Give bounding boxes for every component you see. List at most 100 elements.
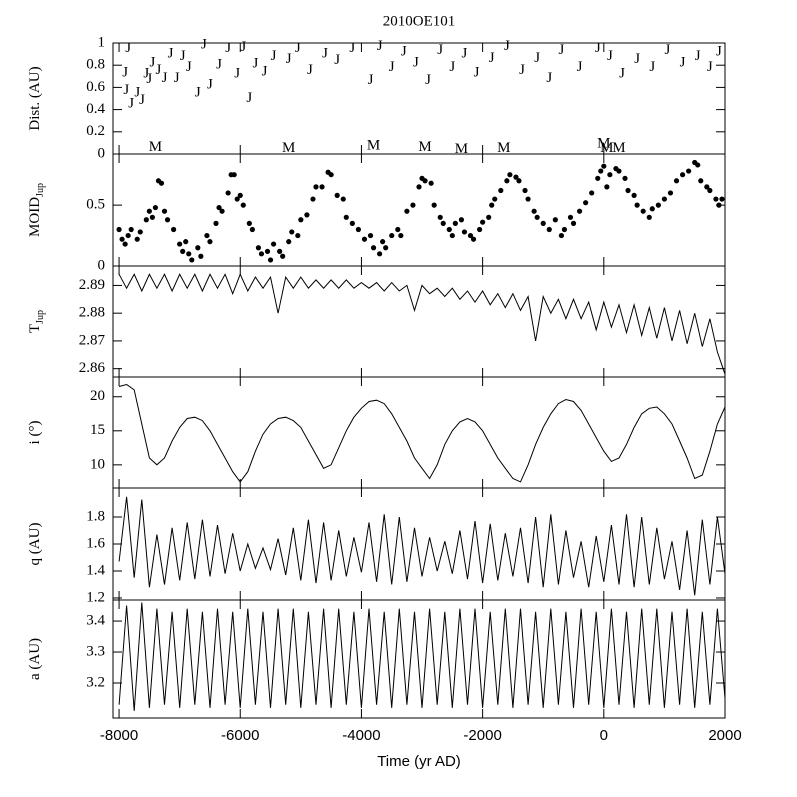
dot-marker	[240, 202, 246, 208]
dot-marker	[277, 248, 283, 254]
dot-marker	[525, 196, 531, 202]
letter-marker: J	[207, 77, 213, 93]
y-tick-label: 1.6	[86, 535, 105, 551]
dot-marker	[452, 220, 458, 226]
dot-marker	[649, 206, 655, 212]
dot-marker	[377, 251, 383, 257]
y-tick-label: 3.2	[86, 674, 105, 690]
dot-marker	[583, 200, 589, 206]
dot-marker	[498, 187, 504, 194]
letter-marker: J	[519, 62, 525, 78]
dot-marker	[298, 217, 304, 223]
dot-marker	[567, 214, 574, 220]
panel-frame	[112, 265, 726, 378]
letter-marker: J	[201, 37, 207, 53]
dot-marker	[616, 168, 622, 174]
dot-marker	[289, 229, 295, 235]
letter-marker: J	[619, 66, 625, 82]
letter-marker: J	[174, 70, 180, 86]
y-tick-label: 0.2	[86, 123, 105, 139]
y-tick-label: 0	[98, 145, 106, 161]
y-tick-label: 20	[90, 388, 105, 404]
dot-marker	[540, 220, 546, 226]
dot-marker	[328, 172, 334, 178]
dot-marker	[558, 232, 564, 239]
letter-marker: J	[449, 59, 455, 75]
dot-marker	[349, 220, 355, 226]
dot-marker	[446, 226, 452, 233]
letter-marker: J	[128, 95, 134, 111]
y-axis-label-main: MOID	[27, 197, 43, 237]
letter-marker: J	[707, 59, 713, 75]
dot-marker	[698, 178, 704, 184]
dot-marker	[398, 232, 404, 239]
y-tick-label: 0.8	[86, 57, 105, 73]
dot-marker	[431, 202, 437, 208]
letter-marker: J	[286, 51, 292, 67]
dot-marker	[143, 217, 149, 223]
letter-marker: J	[649, 59, 655, 75]
letter-marker: J	[240, 39, 246, 55]
letter-marker: J	[168, 46, 174, 62]
y-axis-label-sub: Jup	[35, 310, 46, 324]
x-tick-label: -8000	[100, 727, 138, 744]
letter-marker: J	[368, 72, 374, 88]
dot-marker	[264, 248, 271, 254]
dot-marker	[634, 202, 640, 208]
dot-marker	[389, 232, 395, 239]
letter-marker: M	[497, 140, 510, 156]
y-axis-label-sub: Jup	[35, 183, 46, 197]
y-axis-label-main: i (°)	[27, 421, 43, 445]
dot-marker	[640, 208, 646, 214]
dot-marker	[576, 208, 583, 214]
dot-marker	[125, 232, 131, 239]
y-axis-label: i (°)	[27, 421, 43, 445]
letter-marker: J	[123, 82, 129, 98]
dot-marker	[258, 251, 265, 257]
x-tick-label: 2000	[708, 727, 741, 744]
dot-marker	[170, 226, 177, 233]
letter-marker: J	[634, 51, 640, 67]
letter-marker: M	[282, 140, 295, 156]
letter-marker: J	[389, 59, 395, 75]
letter-marker: J	[474, 64, 480, 80]
dot-marker	[146, 208, 152, 214]
letter-marker: M	[600, 140, 613, 156]
dot-marker	[134, 236, 140, 242]
y-tick-label: 0.6	[86, 79, 105, 95]
dot-marker	[313, 184, 319, 190]
dot-marker	[716, 202, 722, 208]
y-tick-label: 2.86	[79, 360, 106, 376]
letter-marker: J	[680, 54, 686, 70]
x-tick-label: 0	[600, 727, 608, 744]
data-line	[118, 602, 726, 711]
x-tick-label: -6000	[221, 727, 259, 744]
y-axis-label: TJup	[27, 310, 46, 333]
dot-marker	[180, 248, 186, 254]
y-tick-label: 10	[90, 456, 105, 472]
letter-marker: J	[225, 40, 231, 56]
data-line	[118, 273, 726, 375]
dot-marker	[383, 245, 389, 251]
dot-marker	[428, 180, 434, 186]
y-axis-label-main: T	[27, 324, 43, 333]
dot-marker	[183, 239, 189, 245]
dot-marker	[343, 214, 349, 220]
dot-marker	[361, 236, 368, 242]
dot-marker	[137, 229, 143, 235]
dot-marker	[246, 220, 252, 226]
dot-marker	[513, 174, 519, 180]
dot-marker	[522, 187, 528, 194]
letter-marker: J	[377, 38, 383, 54]
letter-marker: J	[413, 54, 419, 70]
letter-marker: J	[558, 42, 564, 58]
dot-marker	[177, 241, 183, 247]
dot-marker	[116, 226, 122, 233]
y-tick-label: 0.5	[86, 197, 105, 213]
dot-marker	[231, 172, 237, 178]
y-axis-label-main: a (AU)	[27, 638, 43, 680]
letter-marker: J	[156, 62, 162, 78]
dot-marker	[410, 202, 416, 208]
dot-marker	[267, 257, 274, 263]
letter-marker: J	[262, 63, 268, 79]
